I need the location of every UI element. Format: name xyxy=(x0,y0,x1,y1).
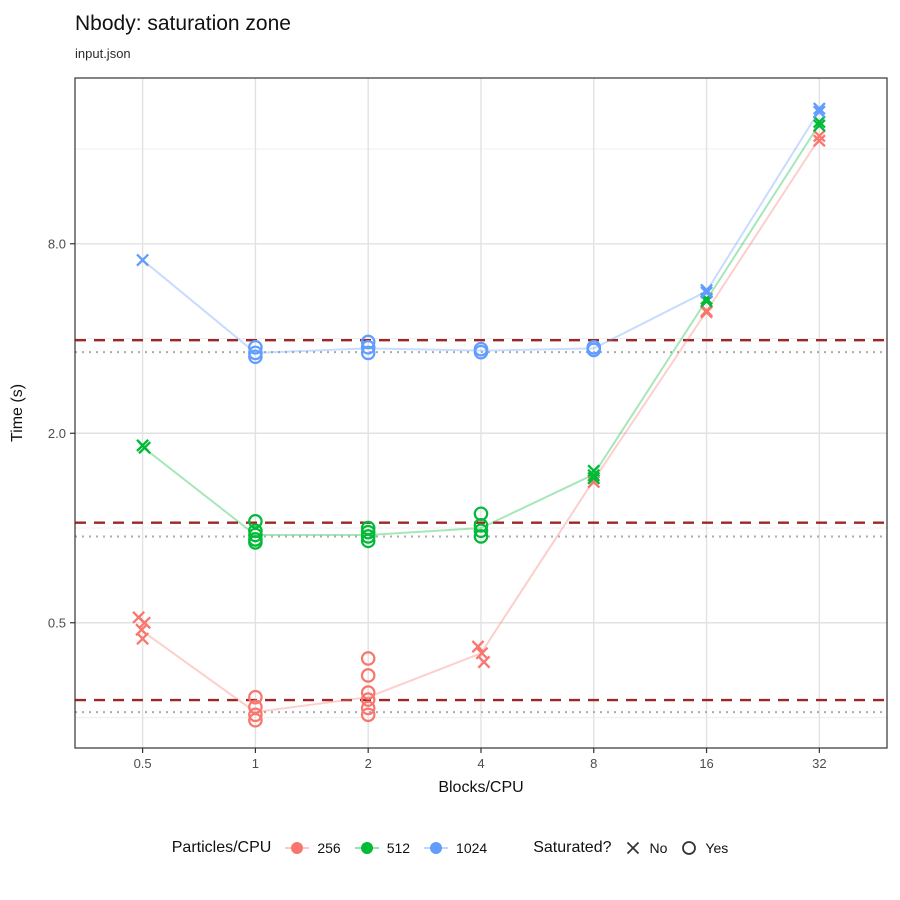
legend-label: Yes xyxy=(705,840,729,856)
data-point-circle xyxy=(360,700,376,716)
legend-label: 256 xyxy=(317,840,341,856)
legend-item-256: 256 xyxy=(283,838,341,858)
data-point-x xyxy=(812,105,826,119)
series-key-icon xyxy=(354,842,379,854)
data-point-circle xyxy=(473,523,489,539)
data-point-circle xyxy=(360,529,376,544)
legend-item-no: No xyxy=(623,838,667,858)
circle-marker-icon xyxy=(682,841,697,855)
data-point-circle xyxy=(248,527,263,543)
color-legend-title: Particles/CPU xyxy=(171,839,272,856)
data-point-x xyxy=(587,468,601,482)
data-point-circle xyxy=(586,342,602,358)
data-point-circle xyxy=(360,692,376,707)
shape-legend-title: Saturated? xyxy=(533,839,612,856)
chart-title: Nbody: saturation zone xyxy=(75,12,291,35)
x-major-gridlines xyxy=(141,78,821,748)
data-point-circle xyxy=(248,707,263,723)
data-point-circle xyxy=(360,340,376,355)
svg-text:4: 4 xyxy=(477,756,484,771)
svg-text:8.0: 8.0 xyxy=(48,236,66,251)
legend-label: No xyxy=(649,840,668,856)
svg-text:0.5: 0.5 xyxy=(134,756,152,771)
data-point-circle xyxy=(473,529,489,544)
svg-text:32: 32 xyxy=(812,756,826,771)
data-point-circle xyxy=(360,345,376,361)
data-point-x xyxy=(812,115,826,129)
data-point-x xyxy=(138,616,152,630)
data-point-x xyxy=(471,640,485,653)
data-point-circle xyxy=(248,349,263,365)
color-legend: Particles/CPU 256 512 1024 xyxy=(172,838,487,858)
shape-legend: Saturated? No Yes xyxy=(533,838,728,858)
chart-subtitle: input.json xyxy=(75,46,131,61)
data-point-circle xyxy=(248,514,263,529)
series-key-icon xyxy=(285,842,310,854)
series-1024-points xyxy=(136,102,826,365)
data-point-x xyxy=(136,253,150,267)
series-512-points xyxy=(136,115,826,550)
legend-item-yes: Yes xyxy=(679,838,728,858)
data-point-circle xyxy=(248,689,263,705)
data-point-circle xyxy=(360,685,376,700)
y-axis-ticks: 0.5 2.0 8.0 xyxy=(48,236,75,630)
data-point-circle xyxy=(360,533,376,549)
data-point-x xyxy=(138,441,152,455)
svg-text:2.0: 2.0 xyxy=(48,426,66,441)
data-point-x xyxy=(812,129,826,143)
data-point-x xyxy=(700,286,713,299)
svg-text:0.5: 0.5 xyxy=(48,615,66,630)
data-point-circle xyxy=(473,517,489,533)
legend-item-1024: 1024 xyxy=(422,838,487,858)
data-point-circle xyxy=(248,340,263,355)
data-point-circle xyxy=(360,524,376,540)
svg-text:1: 1 xyxy=(252,756,259,771)
data-point-x xyxy=(700,305,713,319)
data-point-x xyxy=(587,471,601,485)
data-point-x xyxy=(700,283,713,297)
data-point-x xyxy=(812,119,826,132)
svg-text:16: 16 xyxy=(699,756,713,771)
x-axis-title: Blocks/CPU xyxy=(438,779,523,796)
svg-text:8: 8 xyxy=(590,756,597,771)
legend-label: 1024 xyxy=(456,840,488,856)
legend: Particles/CPU 256 512 1024 Saturated? xyxy=(0,838,900,858)
data-point-circle xyxy=(248,535,263,550)
data-point-circle xyxy=(360,668,376,683)
data-point-circle xyxy=(473,344,489,360)
legend-item-512: 512 xyxy=(353,838,410,858)
series-key-icon xyxy=(424,842,449,854)
x-axis-ticks: 0.5 1 2 4 8 16 32 xyxy=(134,748,827,771)
data-point-circle xyxy=(248,712,263,728)
data-point-x xyxy=(136,632,150,646)
y-axis-title: Time (s) xyxy=(9,384,26,442)
data-point-circle xyxy=(360,334,376,350)
data-point-x xyxy=(812,134,826,148)
svg-text:2: 2 xyxy=(365,756,372,771)
threshold-lines-dashed xyxy=(75,339,887,702)
data-point-circle xyxy=(360,707,376,723)
data-point-x xyxy=(812,102,826,116)
x-marker-icon xyxy=(627,841,640,855)
data-point-circle xyxy=(360,651,376,666)
data-point-x xyxy=(477,655,491,669)
plot-area: 0.5 1 2 4 8 16 32 0.5 2.0 8.0 Blocks/CPU Time (s) xyxy=(9,77,888,796)
legend-label: 512 xyxy=(386,840,411,856)
series-256-points xyxy=(132,129,826,728)
